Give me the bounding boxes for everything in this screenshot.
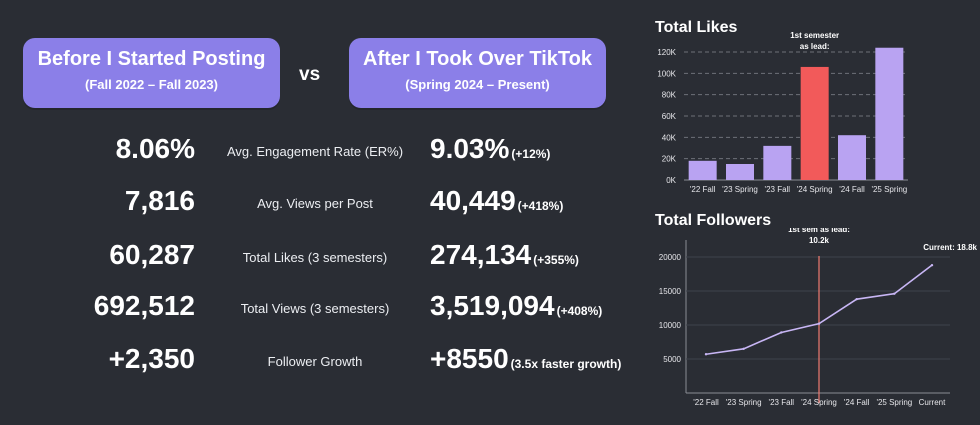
after-header-subtitle: (Spring 2024 – Present) <box>405 77 550 92</box>
x-tick-label: '23 Fall <box>765 185 791 194</box>
marker-annotation-line-1: 1st sem as lead: <box>788 228 850 234</box>
annotation-line-1: 1st semester <box>790 32 839 40</box>
y-tick-label: 15000 <box>659 287 682 296</box>
followers-chart: 5000 10000 15000 20000 '22 Fall '23 Spring '23… <box>659 228 978 407</box>
y-tick-label: 60K <box>662 112 677 121</box>
before-header-title: Before I Started Posting <box>37 48 266 70</box>
data-point <box>742 347 745 350</box>
y-tick-label: 20K <box>662 155 677 164</box>
likes-chart: 0K 20K 40K 60K 80K 100K 120K '22 Fall '23 Spring… <box>657 32 908 194</box>
y-tick-label: 80K <box>662 91 677 100</box>
metric-label: Avg. Engagement Rate (ER%) <box>226 144 404 159</box>
data-point <box>817 322 821 325</box>
metric-label: Avg. Views per Post <box>257 196 373 211</box>
metric-label: Total Likes (3 semesters) <box>242 250 388 265</box>
after-value: 274,134 <box>430 239 532 270</box>
before-value: 692,512 <box>93 290 195 321</box>
before-value: 7,816 <box>124 185 195 216</box>
after-value: +8550 <box>430 343 509 374</box>
y-tick-label: 120K <box>657 48 676 57</box>
x-tick-label: '24 Fall <box>839 185 865 194</box>
x-tick-label: '22 Fall <box>693 398 719 407</box>
metric-row-follower-growth: +2,350 Follower Growth +8550 (3.5x faster… <box>0 343 640 383</box>
data-point <box>893 292 896 295</box>
bar <box>800 66 829 180</box>
bar <box>763 145 792 180</box>
likes-chart-title: Total Likes <box>655 19 738 36</box>
bar <box>688 160 717 180</box>
x-tick-label: Current <box>919 398 946 407</box>
x-tick-label: '24 Fall <box>844 398 870 407</box>
after-header-title: After I Took Over TikTok <box>363 48 592 70</box>
bar <box>838 135 866 180</box>
before-value: 8.06% <box>115 133 195 164</box>
metric-row-engagement: 8.06% Avg. Engagement Rate (ER%) 9.03% (+… <box>0 133 640 173</box>
before-header-subtitle: (Fall 2022 – Fall 2023) <box>85 77 218 92</box>
metric-row-total-likes: 60,287 Total Likes (3 semesters) 274,134… <box>0 239 640 279</box>
annotation-line-2: as lead: <box>800 42 830 51</box>
bar <box>875 47 904 180</box>
y-tick-label: 0K <box>666 176 676 185</box>
after-value: 3,519,094 <box>430 290 555 321</box>
x-tick-label: '25 Spring <box>876 398 912 407</box>
y-tick-label: 5000 <box>663 355 681 364</box>
data-point <box>855 297 858 301</box>
marker-annotation-line-2: 10.2k <box>809 236 830 245</box>
data-point <box>930 263 934 267</box>
before-header-box: Before I Started Posting (Fall 2022 – Fa… <box>23 38 280 108</box>
x-tick-label: '24 Spring <box>797 185 833 194</box>
x-tick-label: '25 Spring <box>871 185 907 194</box>
after-change: (+418%) <box>517 199 564 213</box>
x-tick-label: '24 Spring <box>801 398 837 407</box>
y-tick-label: 100K <box>657 69 676 78</box>
metric-row-views-per-post: 7,816 Avg. Views per Post 40,449 (+418%) <box>0 185 640 225</box>
after-value: 9.03% <box>430 133 510 164</box>
after-value: 40,449 <box>430 185 516 216</box>
y-tick-label: 40K <box>662 133 677 142</box>
vs-label: vs <box>299 64 321 85</box>
x-tick-label: '23 Spring <box>722 185 758 194</box>
before-value: 60,287 <box>109 239 195 270</box>
current-annotation: Current: 18.8k <box>923 243 977 252</box>
after-header-box: After I Took Over TikTok (Spring 2024 – … <box>349 38 606 108</box>
after-change: (+12%) <box>511 147 551 161</box>
bar <box>726 164 754 180</box>
x-tick-label: '23 Fall <box>769 398 795 407</box>
after-change: (+355%) <box>533 253 579 267</box>
x-tick-label: '22 Fall <box>690 185 716 194</box>
metric-row-total-views: 692,512 Total Views (3 semesters) 3,519,… <box>0 290 640 330</box>
y-tick-label: 20000 <box>659 253 682 262</box>
x-tick-label: '23 Spring <box>726 398 762 407</box>
data-point <box>704 353 708 356</box>
metric-label: Total Views (3 semesters) <box>240 301 390 316</box>
after-change: (+408%) <box>556 304 603 318</box>
followers-chart-title: Total Followers <box>655 212 772 229</box>
metric-label: Follower Growth <box>267 354 363 369</box>
data-point <box>780 331 783 334</box>
before-value: +2,350 <box>108 343 195 374</box>
after-change: (3.5x faster growth) <box>510 357 622 371</box>
y-tick-label: 10000 <box>659 321 682 330</box>
